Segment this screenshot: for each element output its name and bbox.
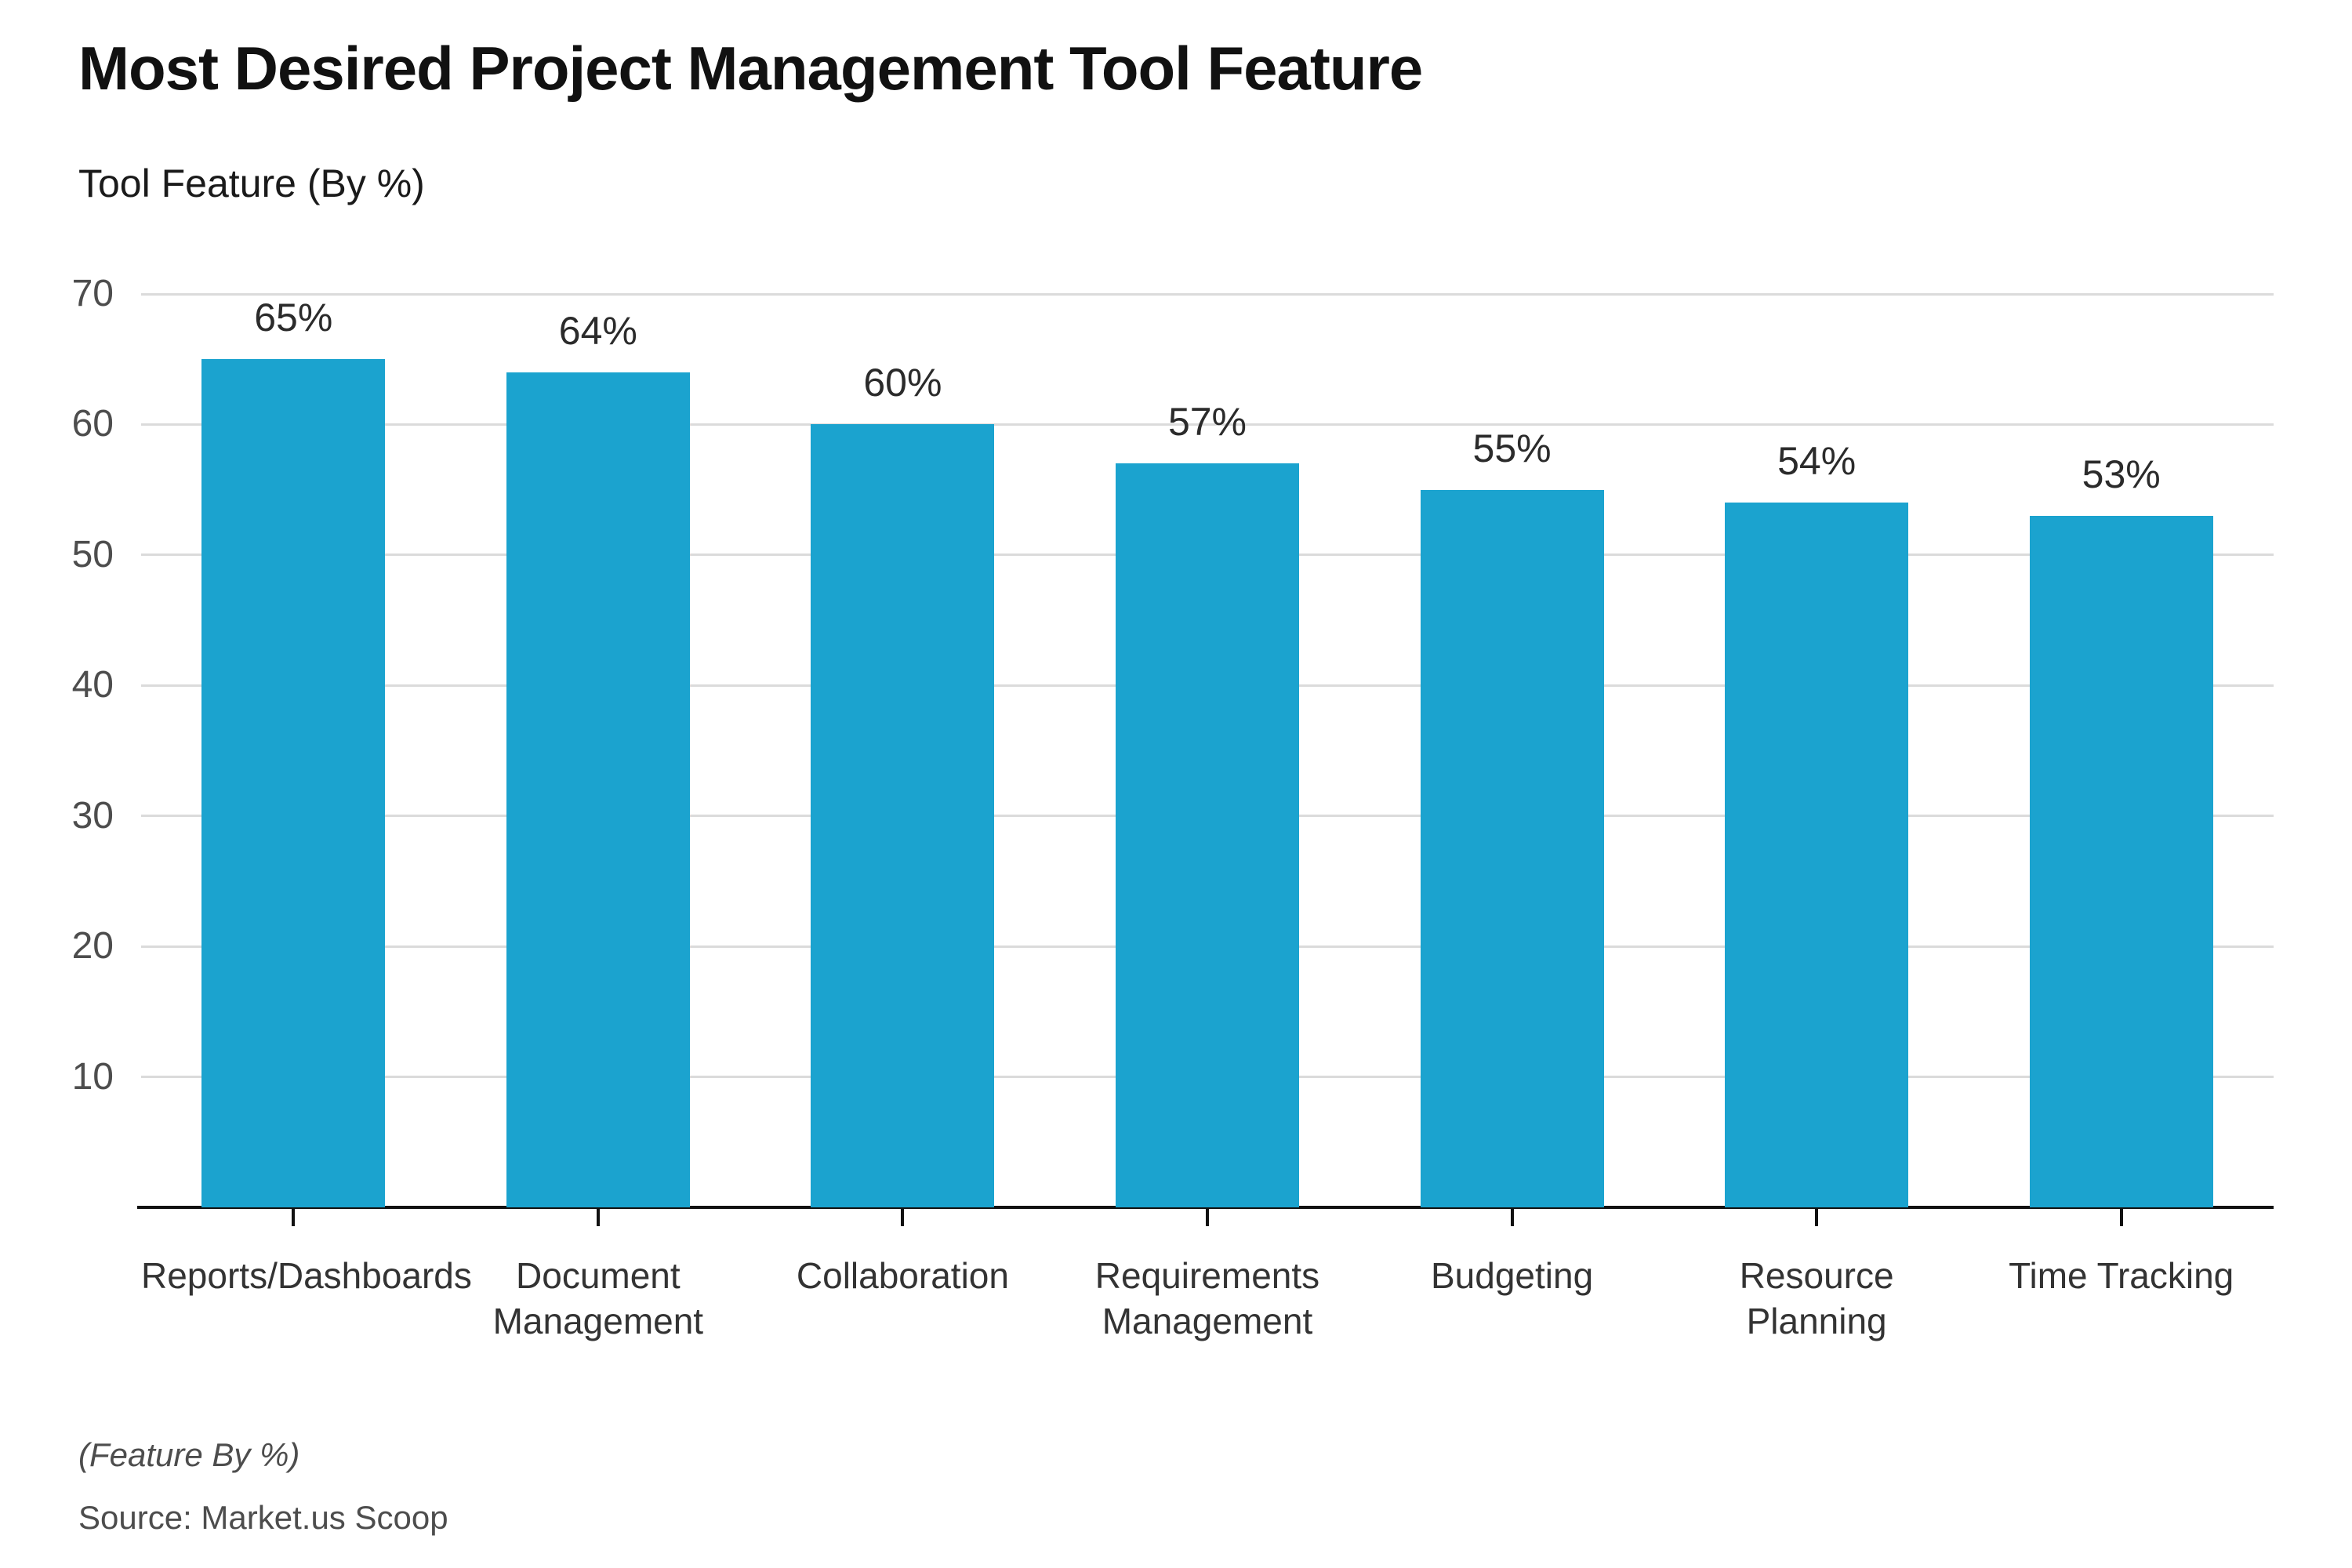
gridline [141, 423, 2274, 426]
plot-area: 65% 64% 60% 57% 55% 54% 53% [137, 292, 2274, 1226]
x-category-label: Collaboration [796, 1255, 1009, 1296]
bar-budgeting [1421, 489, 1604, 1207]
x-category-label: Resource Planning [1739, 1255, 1894, 1341]
bar-reports-dashboards [201, 359, 385, 1207]
footnote: (Feature By %) [78, 1436, 300, 1473]
x-axis-line [137, 1206, 2274, 1209]
x-category-label: Budgeting [1430, 1255, 1594, 1296]
y-tick-label: 70 [71, 273, 114, 314]
y-tick-label: 20 [71, 925, 114, 967]
y-tick-label: 60 [71, 403, 114, 445]
bar-resource-planning [1725, 503, 1908, 1207]
bar-requirements-management [1116, 463, 1299, 1207]
x-category-label: Reports/Dashboards [141, 1255, 472, 1296]
x-axis-tick [1206, 1207, 1209, 1226]
chart-title: Most Desired Project Management Tool Fea… [78, 34, 1423, 103]
x-category-label: Document Management [492, 1255, 704, 1341]
x-axis-labels: Reports/Dashboards Document Management Col… [141, 1253, 2274, 1378]
bar-document-management [506, 372, 690, 1207]
bar-value-label: 55% [1472, 426, 1552, 470]
y-tick-label: 50 [71, 533, 114, 575]
y-tick-label: 10 [71, 1055, 114, 1098]
bar-value-label: 53% [2082, 452, 2161, 496]
x-axis-tick [901, 1207, 904, 1226]
bar-value-label: 64% [558, 308, 637, 353]
bar-value-label: 60% [863, 361, 942, 405]
x-axis-tick [292, 1207, 295, 1226]
x-category-label: Requirements Management [1094, 1255, 1320, 1341]
chart-subtitle: Tool Feature (By %) [78, 162, 425, 205]
y-tick-label: 30 [71, 794, 114, 837]
source-line: Source: Market.us Scoop [78, 1499, 448, 1536]
bar-value-label: 54% [1777, 439, 1857, 484]
gridline [141, 292, 2274, 296]
x-axis-tick [1815, 1207, 1818, 1226]
bar-value-label: 57% [1167, 400, 1247, 445]
bar-value-label: 65% [254, 296, 333, 340]
y-tick-label: 40 [71, 664, 114, 706]
y-axis-tick-labels: 10 20 30 40 50 60 70 [0, 275, 125, 1207]
x-category-label: Time Tracking [2009, 1255, 2234, 1296]
bar-collaboration [811, 424, 994, 1207]
x-axis-tick [597, 1207, 600, 1226]
x-axis-tick [1511, 1207, 1514, 1226]
bar-time-tracking [2030, 515, 2213, 1207]
x-axis-tick [2120, 1207, 2123, 1226]
